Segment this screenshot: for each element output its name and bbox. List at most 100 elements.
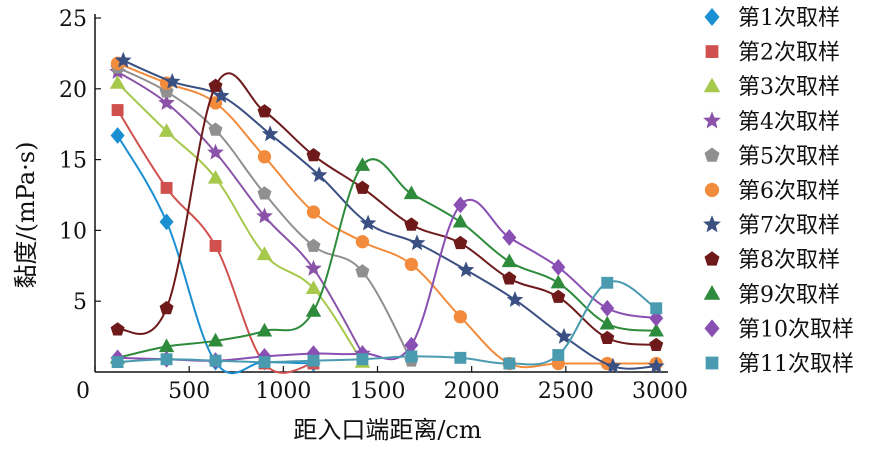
data-point [452,213,469,228]
y-tick-label: 15 [59,149,87,174]
data-point [209,240,222,252]
x-tick-label: 500 [168,379,210,404]
legend-item: 第9次取样 [703,283,840,308]
data-point [550,274,566,289]
data-point [306,238,321,252]
data-point [454,351,467,364]
data-point [310,166,328,183]
data-point [305,259,322,276]
legend-label: 第9次取样 [738,283,840,308]
legend-item: 第3次取样 [703,75,840,100]
data-point [110,127,125,144]
legend-label: 第6次取样 [738,179,840,204]
data-point [159,300,174,315]
series-3 [109,75,371,368]
legend-item: 第10次取样 [704,317,854,342]
legend-label: 第4次取样 [738,110,840,135]
data-point [604,357,622,374]
y-tick-label: 25 [59,7,87,32]
data-point [502,271,517,285]
data-point [256,207,273,224]
x-tick-label: 2500 [538,379,594,404]
legend-marker [704,251,720,266]
data-point [207,332,224,347]
series-11 [111,276,663,370]
data-point [600,299,615,317]
data-point [111,356,124,369]
data-point [404,217,419,231]
legend-marker [705,356,719,370]
y-tick-label: 10 [59,219,87,244]
data-point [160,181,173,194]
data-point [207,169,224,184]
y-tick-label: 20 [59,78,87,103]
data-point [404,336,419,354]
legend-label: 第5次取样 [738,144,840,169]
data-point [599,315,615,330]
legend-item: 第5次取样 [704,144,840,169]
data-point [110,322,125,336]
data-point [502,229,517,246]
data-point [114,51,132,68]
legend-marker [703,215,721,233]
data-point [109,75,126,89]
data-point [159,213,174,231]
legend-marker [703,77,721,93]
legend-label: 第10次取样 [738,317,854,342]
data-point [158,94,175,110]
legend-item: 第7次取样 [703,214,840,239]
data-point [551,289,566,303]
series-line [116,82,364,363]
axes: 0 500 1000 1500 2000 2500 3000 5 10 15 20 25 [59,7,688,404]
legend-label: 第2次取样 [738,41,840,66]
data-point [209,354,222,367]
data-point [208,122,223,136]
data-point [648,322,664,337]
legend-item: 第4次取样 [703,110,840,135]
legend-marker [703,285,721,300]
data-point [503,357,516,370]
series-8 [110,72,664,351]
series-line [117,158,657,359]
data-point [405,350,418,363]
data-point [258,356,271,369]
x-tick-label: 3000 [632,379,688,404]
x-tick-label: 1000 [255,379,311,404]
data-point [257,186,272,200]
data-point [261,125,279,142]
data-point [160,353,173,366]
series-line [117,198,657,362]
legend-marker [704,319,720,338]
legend-label: 第8次取样 [738,248,840,273]
x-tick-label: 2000 [444,379,500,404]
data-point [649,337,664,351]
legend-item: 第11次取样 [705,352,854,377]
data-point [453,310,468,324]
data-point [650,302,663,315]
data-point [356,353,369,366]
legend-marker [703,111,721,129]
data-point [408,234,426,251]
legend-label: 第7次取样 [738,214,840,239]
legend-item: 第2次取样 [705,41,840,66]
data-point [453,235,468,250]
data-point [111,104,124,116]
legend-item: 第1次取样 [704,6,840,31]
data-point [163,73,181,89]
legend: 第1次取样第2次取样第3次取样第4次取样第5次取样第6次取样第7次取样第8次取样… [703,6,854,377]
data-point [305,303,322,317]
data-point [647,357,665,374]
x-axis-title: 距入口端距离/cm [293,416,482,444]
data-point [501,253,518,268]
data-point [555,327,573,344]
legend-marker [704,8,720,26]
data-point [207,143,224,160]
data-point [552,349,565,361]
data-point [506,291,524,307]
data-point [453,196,468,214]
series-layer [109,51,665,375]
y-ticks: 5 10 15 20 25 [59,7,101,315]
legend-marker [704,147,720,162]
x-tick-label: 0 [76,379,90,404]
